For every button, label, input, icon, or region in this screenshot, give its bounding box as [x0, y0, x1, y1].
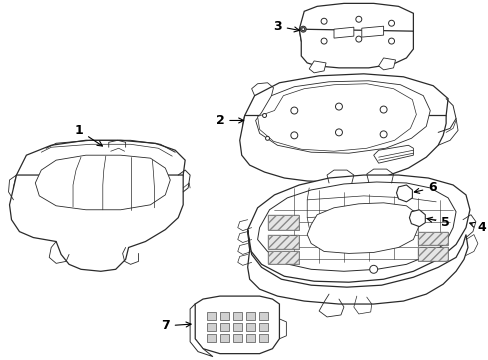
Polygon shape	[257, 182, 455, 271]
Circle shape	[369, 265, 377, 273]
Polygon shape	[408, 210, 425, 227]
Polygon shape	[418, 231, 447, 246]
Circle shape	[335, 103, 342, 110]
Text: 1: 1	[75, 124, 102, 146]
Polygon shape	[306, 203, 418, 253]
Text: 2: 2	[215, 114, 243, 127]
Circle shape	[379, 106, 386, 113]
Circle shape	[290, 107, 297, 114]
Circle shape	[300, 26, 305, 32]
Polygon shape	[220, 323, 228, 331]
Polygon shape	[232, 323, 241, 331]
Polygon shape	[267, 235, 299, 249]
Polygon shape	[206, 323, 216, 331]
Polygon shape	[333, 27, 353, 38]
Circle shape	[355, 16, 361, 22]
Circle shape	[388, 20, 394, 26]
Polygon shape	[255, 81, 429, 153]
Polygon shape	[267, 251, 299, 264]
Circle shape	[388, 38, 394, 44]
Polygon shape	[35, 155, 170, 210]
Polygon shape	[361, 26, 383, 37]
Polygon shape	[299, 3, 412, 53]
Polygon shape	[206, 334, 216, 342]
Circle shape	[321, 18, 326, 24]
Polygon shape	[267, 215, 299, 230]
Polygon shape	[396, 185, 411, 202]
Polygon shape	[14, 140, 185, 214]
Polygon shape	[190, 304, 212, 357]
Polygon shape	[378, 58, 395, 70]
Polygon shape	[245, 312, 254, 320]
Circle shape	[379, 131, 386, 138]
Circle shape	[290, 132, 297, 139]
Polygon shape	[247, 230, 467, 304]
Polygon shape	[245, 334, 254, 342]
Polygon shape	[220, 334, 228, 342]
Polygon shape	[257, 84, 415, 151]
Polygon shape	[239, 116, 445, 182]
Polygon shape	[258, 312, 267, 320]
Polygon shape	[9, 175, 183, 271]
Polygon shape	[220, 312, 228, 320]
Circle shape	[355, 36, 361, 42]
Text: 4: 4	[469, 221, 486, 234]
Polygon shape	[299, 29, 412, 68]
Polygon shape	[242, 74, 447, 160]
Polygon shape	[418, 247, 447, 261]
Polygon shape	[247, 175, 469, 282]
Polygon shape	[258, 334, 267, 342]
Polygon shape	[232, 334, 241, 342]
Polygon shape	[245, 323, 254, 331]
Text: 7: 7	[161, 319, 191, 332]
Text: 3: 3	[273, 20, 299, 33]
Polygon shape	[206, 312, 216, 320]
Polygon shape	[258, 323, 267, 331]
Polygon shape	[232, 312, 241, 320]
Circle shape	[301, 28, 304, 31]
Circle shape	[321, 38, 326, 44]
Polygon shape	[373, 145, 412, 163]
Circle shape	[335, 129, 342, 136]
Polygon shape	[308, 61, 325, 73]
Text: 6: 6	[413, 181, 436, 194]
Circle shape	[265, 136, 269, 140]
Polygon shape	[195, 296, 279, 354]
Text: 5: 5	[427, 216, 449, 229]
Circle shape	[262, 113, 266, 117]
